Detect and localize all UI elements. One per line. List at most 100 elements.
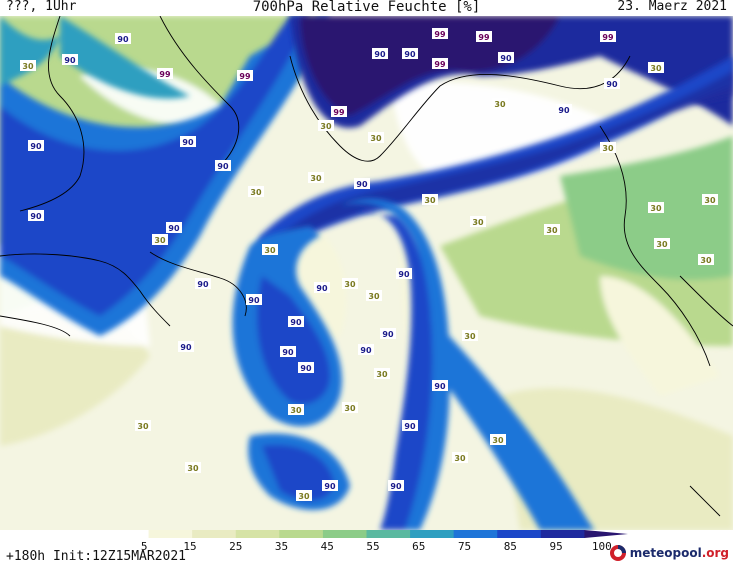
contour-label: 90 [388, 480, 404, 491]
colorbar-tick-label: 100 [592, 540, 612, 553]
colorbar-swatch [322, 530, 367, 538]
contour-label: 30 [422, 194, 438, 205]
colorbar-tick-label: 35 [275, 540, 288, 553]
contour-label: 30 [374, 368, 390, 379]
colorbar-swatch [584, 530, 628, 538]
svg-text:30: 30 [310, 174, 322, 183]
svg-text:90: 90 [398, 270, 410, 279]
svg-text:90: 90 [404, 50, 416, 59]
svg-text:90: 90 [606, 80, 618, 89]
colorbar-tick-label: 75 [458, 540, 471, 553]
contour-label: 30 [698, 254, 714, 265]
svg-text:90: 90 [182, 138, 194, 147]
svg-text:30: 30 [700, 256, 712, 265]
contour-label: 30 [648, 62, 664, 73]
meteopool-logo-text: meteopool.org [629, 546, 729, 560]
svg-text:30: 30 [137, 422, 149, 431]
header-valid-date: 23. Maerz 2021 [617, 0, 727, 14]
contour-label: 90 [396, 268, 412, 279]
contour-label: 90 [314, 282, 330, 293]
svg-text:30: 30 [187, 464, 199, 473]
svg-text:30: 30 [454, 454, 466, 463]
contour-label: 30 [288, 404, 304, 415]
contour-label: 99 [476, 31, 492, 42]
meteopool-logo[interactable]: meteopool.org [609, 544, 729, 562]
header-location-time: ???, 1Uhr [6, 0, 77, 14]
svg-text:30: 30 [492, 436, 504, 445]
svg-text:30: 30 [250, 188, 262, 197]
svg-text:90: 90 [30, 212, 42, 221]
svg-text:30: 30 [290, 406, 302, 415]
svg-text:30: 30 [370, 134, 382, 143]
contour-label: 90 [604, 78, 620, 89]
contour-label: 90 [358, 344, 374, 355]
svg-text:99: 99 [602, 33, 614, 42]
svg-text:99: 99 [239, 72, 251, 81]
contour-label: 90 [322, 480, 338, 491]
colorbar-swatch [497, 530, 542, 538]
contour-label: 30 [135, 420, 151, 431]
svg-text:90: 90 [360, 346, 372, 355]
svg-text:30: 30 [298, 492, 310, 501]
svg-text:90: 90 [500, 54, 512, 63]
svg-text:90: 90 [390, 482, 402, 491]
contour-label: 90 [402, 420, 418, 431]
contour-label: 30 [342, 278, 358, 289]
svg-text:30: 30 [264, 246, 276, 255]
colorbar-swatch [192, 530, 237, 538]
colorbar-tick-label: 15 [183, 540, 196, 553]
colorbar-tick-label: 25 [229, 540, 242, 553]
contour-label: 99 [331, 106, 347, 117]
svg-text:30: 30 [22, 62, 34, 71]
moist-band-northeast [250, 56, 733, 266]
contour-label: 30 [366, 290, 382, 301]
contour-label: 90 [372, 48, 388, 59]
contour-label: 30 [470, 216, 486, 227]
svg-text:30: 30 [494, 100, 506, 109]
svg-text:99: 99 [333, 108, 345, 117]
colorbar-swatch [148, 530, 193, 538]
contour-label: 30 [702, 194, 718, 205]
colorbar-tick-label: 55 [366, 540, 379, 553]
contour-label: 30 [492, 98, 508, 109]
svg-text:90: 90 [324, 482, 336, 491]
contour-label: 30 [262, 244, 278, 255]
svg-text:30: 30 [464, 332, 476, 341]
svg-text:90: 90 [434, 382, 446, 391]
colorbar-tick-label: 5 [141, 540, 148, 553]
svg-text:90: 90 [290, 318, 302, 327]
contour-label: 90 [380, 328, 396, 339]
svg-text:90: 90 [117, 35, 129, 44]
svg-text:30: 30 [154, 236, 166, 245]
moist-region-north [290, 16, 733, 128]
contour-label: 30 [342, 402, 358, 413]
contour-label: 90 [402, 48, 418, 59]
svg-text:99: 99 [434, 60, 446, 69]
contour-label: 90 [288, 316, 304, 327]
coastlines [0, 16, 733, 517]
svg-text:90: 90 [217, 162, 229, 171]
svg-text:90: 90 [197, 280, 209, 289]
meteopool-logo-icon [609, 545, 626, 561]
colorbar-swatch [235, 530, 280, 538]
svg-text:99: 99 [478, 33, 490, 42]
colorbar-ticks: 5 15 25 35 45 55 65 75 85 95 100 [141, 540, 612, 553]
colorbar-swatch [366, 530, 411, 538]
contour-label: 90 [28, 210, 44, 221]
colorbar-swatch [453, 530, 498, 538]
svg-text:30: 30 [546, 226, 558, 235]
svg-text:90: 90 [168, 224, 180, 233]
contour-label: 90 [280, 346, 296, 357]
contour-label: 99 [157, 68, 173, 79]
contour-label: 30 [490, 434, 506, 445]
contour-label: 90 [115, 33, 131, 44]
contour-label: 30 [308, 172, 324, 183]
svg-text:99: 99 [434, 30, 446, 39]
svg-text:30: 30 [368, 292, 380, 301]
svg-text:90: 90 [64, 56, 76, 65]
contour-label: 90 [28, 140, 44, 151]
svg-text:90: 90 [374, 50, 386, 59]
svg-text:90: 90 [316, 284, 328, 293]
svg-text:30: 30 [472, 218, 484, 227]
svg-text:30: 30 [320, 122, 332, 131]
